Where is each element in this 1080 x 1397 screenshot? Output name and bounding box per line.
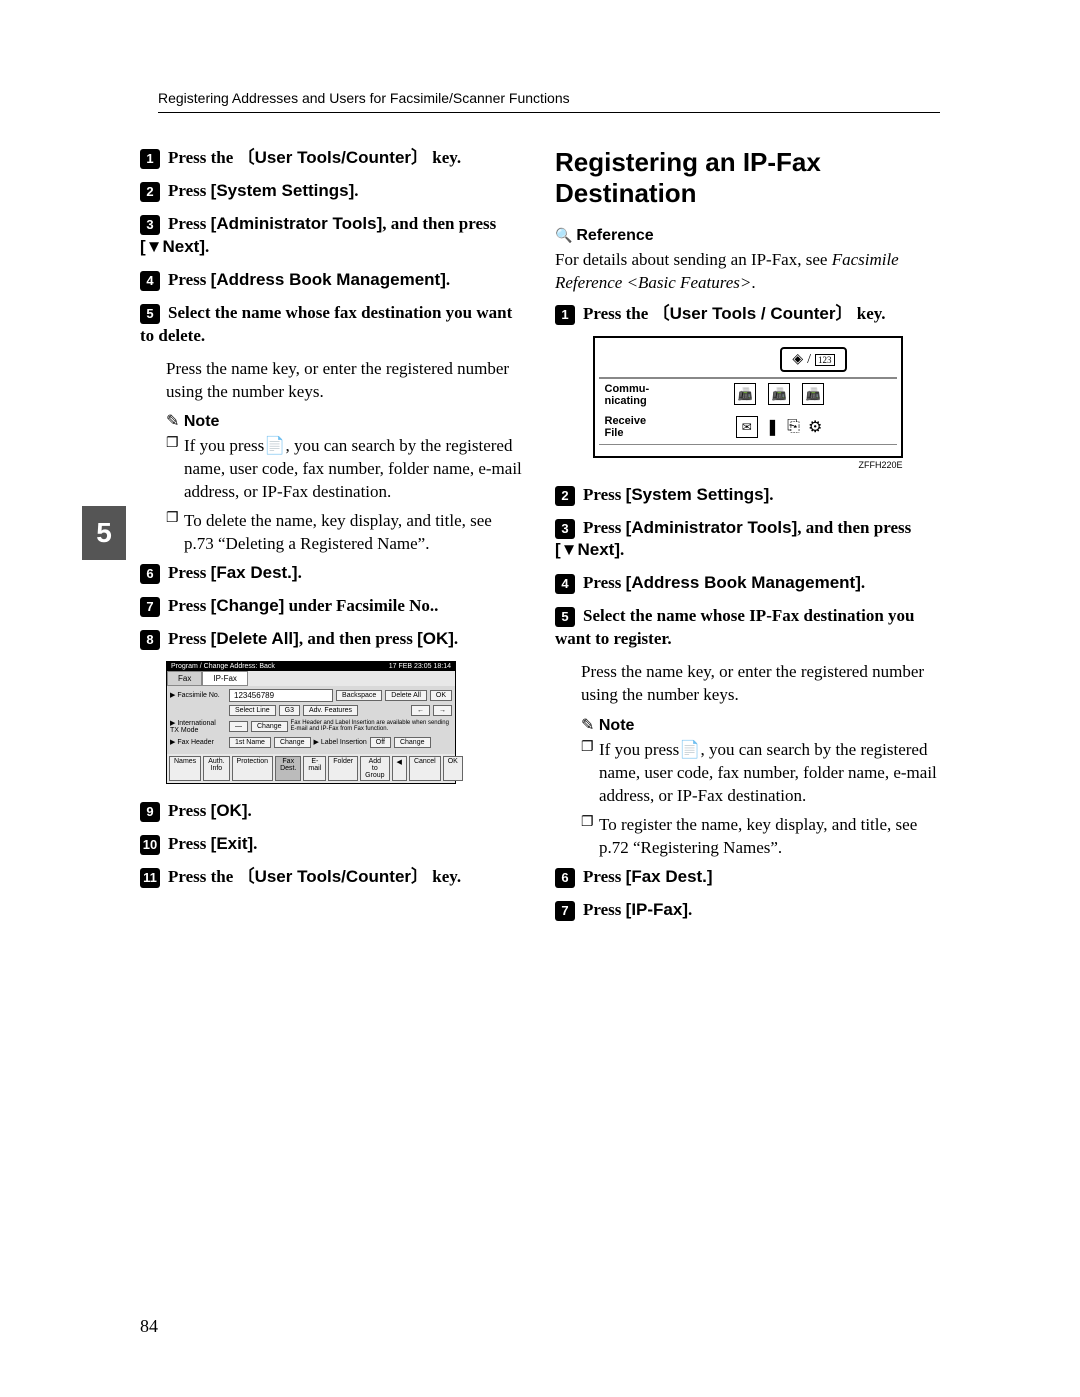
page-number: 84 — [140, 1316, 158, 1337]
step-10: 10 Press [Exit]. — [140, 833, 525, 856]
chapter-tab: 5 — [82, 506, 126, 560]
r-step-num-5: 5 — [555, 607, 575, 627]
fax-btn-ok1[interactable]: OK — [430, 690, 452, 701]
fax-topbar-left: Program / Change Address: Back — [171, 663, 275, 670]
fax-btn-backspace[interactable]: Backspace — [336, 690, 382, 701]
fax-row1-value[interactable]: 123456789 — [229, 689, 333, 702]
note-item-2: To delete the name, key display, and tit… — [166, 510, 525, 556]
r-note-item-2: To register the name, key display, and t… — [581, 814, 940, 860]
fax-bot-cancel[interactable]: Cancel — [409, 756, 441, 781]
receive-file-label: Receive File — [605, 415, 660, 439]
step-9: 9 Press [OK]. — [140, 800, 525, 823]
step-11: 11 Press the User Tools/Counter key. — [140, 866, 525, 889]
step-num-2: 2 — [140, 182, 160, 202]
fax-btn-selectline[interactable]: Select Line — [229, 705, 276, 716]
fax-tab-ipfax[interactable]: IP-Fax — [202, 671, 248, 686]
r-step-num-1: 1 — [555, 305, 575, 325]
fax-bot-names[interactable]: Names — [169, 756, 201, 781]
note-item-1: If you press📄, you can search by the reg… — [166, 435, 525, 504]
fax-row4-lab2: ▶ Label Insertion — [314, 738, 367, 746]
reference-body: For details about sending an IP-Fax, see… — [555, 249, 940, 295]
fax-bot-email[interactable]: E-mail — [303, 756, 326, 781]
communicating-label: Commu- nicating — [605, 383, 660, 407]
step-num-7: 7 — [140, 597, 160, 617]
r-step-num-2: 2 — [555, 486, 575, 506]
step-num-9: 9 — [140, 802, 160, 822]
r-step-num-3: 3 — [555, 519, 575, 539]
fax-row4-label: ▶ Fax Header — [170, 738, 226, 746]
fax-bot-folder[interactable]: Folder — [328, 756, 358, 781]
r-step-3: 3 Press [Administrator Tools], and then … — [555, 517, 940, 563]
fax-btn-left[interactable]: ← — [411, 705, 430, 716]
step-2: 2 Press [System Settings]. — [140, 180, 525, 203]
step-num-3: 3 — [140, 215, 160, 235]
step-8: 8 Press [Delete All], and then press [OK… — [140, 628, 525, 651]
r-note-item-1: If you press📄, you can search by the reg… — [581, 739, 940, 808]
fax-bot-ok[interactable]: OK — [443, 756, 463, 781]
step-num-5: 5 — [140, 304, 160, 324]
step-3: 3 Press [Administrator Tools], and then … — [140, 213, 525, 259]
fax-topbar-right: 17 FEB 23:05 18:14 — [389, 663, 451, 670]
fax-row3-note: Fax Header and Label Insertion are avail… — [291, 720, 452, 733]
r-step-num-7: 7 — [555, 901, 575, 921]
note-heading: Note — [166, 411, 525, 431]
step-num-4: 4 — [140, 271, 160, 291]
step-5-body: Press the name key, or enter the registe… — [166, 358, 525, 404]
fax-row3-change[interactable]: Change — [251, 721, 288, 732]
step-6: 6 Press [Fax Dest.]. — [140, 562, 525, 585]
fax-row4-val: 1st Name — [229, 737, 271, 748]
step-1: 1 Press the User Tools/Counter key. — [140, 147, 525, 170]
recv-icon-4: ⚙ — [808, 417, 822, 437]
r-step-5: 5 Select the name whose IP-Fax destinati… — [555, 605, 940, 651]
panel-figure: ◈/123 Commu- nicating 📠 📠 📠 Receive File — [593, 336, 903, 469]
step-5: 5 Select the name whose fax destination … — [140, 302, 525, 348]
fax-btn-advfeat[interactable]: Adv. Features — [303, 705, 358, 716]
comm-icon-3: 📠 — [802, 383, 824, 405]
r-note-heading: Note — [581, 715, 940, 735]
fax-row4-val2: Off — [370, 737, 391, 748]
left-column: 1 Press the User Tools/Counter key. 2 Pr… — [140, 147, 525, 932]
step-4: 4 Press [Address Book Management]. — [140, 269, 525, 292]
fax-bot-faxdest[interactable]: Fax Dest. — [275, 756, 301, 781]
fax-row3-val: — — [229, 721, 248, 732]
step-num-8: 8 — [140, 630, 160, 650]
r-step-num-6: 6 — [555, 868, 575, 888]
step-7: 7 Press [Change] under Facsimile No.. — [140, 595, 525, 618]
r-step-2: 2 Press [System Settings]. — [555, 484, 940, 507]
comm-icon-2: 📠 — [768, 383, 790, 405]
fax-bot-auth[interactable]: Auth. Info — [203, 756, 229, 781]
step-num-11: 11 — [140, 868, 160, 888]
reference-heading: Reference — [555, 227, 940, 245]
fax-row4-change[interactable]: Change — [274, 737, 311, 748]
panel-code: ZFFH220E — [593, 460, 903, 470]
right-column: Registering an IP-Fax Destination Refere… — [555, 147, 940, 932]
r-step-1: 1 Press the User Tools / Counter key. — [555, 303, 940, 326]
fax-row4-change2[interactable]: Change — [394, 737, 431, 748]
r-step-6: 6 Press [Fax Dest.] — [555, 866, 940, 889]
step-num-10: 10 — [140, 835, 160, 855]
recv-icon-2: ❚ — [766, 417, 779, 437]
fax-bot-prev[interactable]: ◀ — [392, 756, 407, 781]
fax-bot-addgrp[interactable]: Add to Group — [360, 756, 389, 781]
fax-btn-deleteall[interactable]: Delete All — [385, 690, 427, 701]
step-num-6: 6 — [140, 564, 160, 584]
fax-row3-label: ▶ International TX Mode — [170, 719, 226, 734]
recv-icon-1: ✉ — [736, 416, 758, 438]
section-title: Registering an IP-Fax Destination — [555, 147, 940, 209]
r-step-7: 7 Press [IP-Fax]. — [555, 899, 940, 922]
fax-btn-g3[interactable]: G3 — [279, 705, 300, 716]
fax-bot-prot[interactable]: Protection — [232, 756, 274, 781]
step-num-1: 1 — [140, 149, 160, 169]
r-step-5-body: Press the name key, or enter the registe… — [581, 661, 940, 707]
r-step-num-4: 4 — [555, 574, 575, 594]
user-tools-counter-key-icon: ◈/123 — [780, 347, 846, 372]
comm-icon-1: 📠 — [734, 383, 756, 405]
r-step-4: 4 Press [Address Book Management]. — [555, 572, 940, 595]
recv-icon-3: ⎘ — [787, 418, 800, 436]
fax-btn-right[interactable]: → — [433, 705, 452, 716]
fax-row1-label: ▶ Facsimile No. — [170, 691, 226, 699]
running-head: Registering Addresses and Users for Facs… — [158, 90, 940, 113]
fax-screenshot: Program / Change Address: Back 17 FEB 23… — [166, 661, 456, 784]
fax-tab-fax[interactable]: Fax — [167, 671, 202, 686]
